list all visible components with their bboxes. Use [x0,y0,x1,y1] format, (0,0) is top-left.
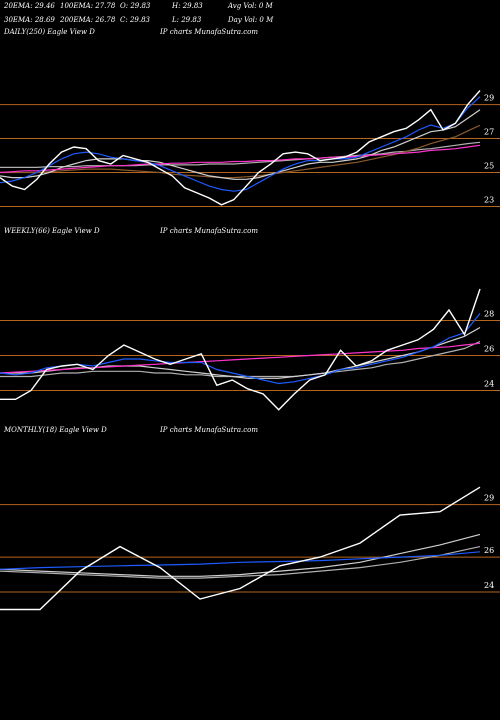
header-stat: O: 29.83 [120,2,151,10]
panel-title: WEEKLY(66) Eagle View D [4,227,100,235]
y-tick-label: 27 [484,128,494,137]
header-stat: 100EMA: 27.78 [60,2,116,10]
y-tick-label: 26 [484,546,494,555]
header-stat: 30EMA: 28.69 [4,16,55,24]
y-tick-label: 26 [484,345,494,354]
panel-title: MONTHLY(18) Eagle View D [3,426,107,434]
series-line [0,96,481,192]
y-tick-label: 25 [484,162,494,171]
header-stat: H: 29.83 [171,2,203,10]
series-line [0,288,481,411]
header-stat: C: 29.83 [120,16,151,24]
header-stat: 200EMA: 26.78 [59,16,116,24]
y-tick-label: 24 [484,581,494,590]
series-line [0,486,481,611]
header-stat: L: 29.83 [171,16,202,24]
series-line [0,546,481,579]
y-tick-label: 24 [484,380,494,389]
y-tick-label: 28 [484,310,494,319]
series-line [0,144,481,174]
panel-title: DAILY(250) Eagle View D [3,28,95,36]
header-stat: Avg Vol: 0 M [227,2,274,10]
series-line [0,342,481,374]
panel-subtitle: IP charts MunafaSutra.com [159,227,258,235]
series-line [0,109,481,180]
series-line [0,141,481,168]
y-tick-label: 23 [484,196,494,205]
series-line [0,551,481,570]
panel-subtitle: IP charts MunafaSutra.com [159,426,258,434]
panel-subtitle: IP charts MunafaSutra.com [159,28,258,36]
series-line [0,340,481,378]
series-line [0,90,481,206]
y-tick-label: 29 [484,94,494,103]
series-line [0,533,481,577]
header-stat: 20EMA: 29.46 [3,2,55,10]
header-stat: Day Vol: 0 M [227,16,274,24]
series-line [0,326,481,379]
y-tick-label: 29 [484,494,494,503]
